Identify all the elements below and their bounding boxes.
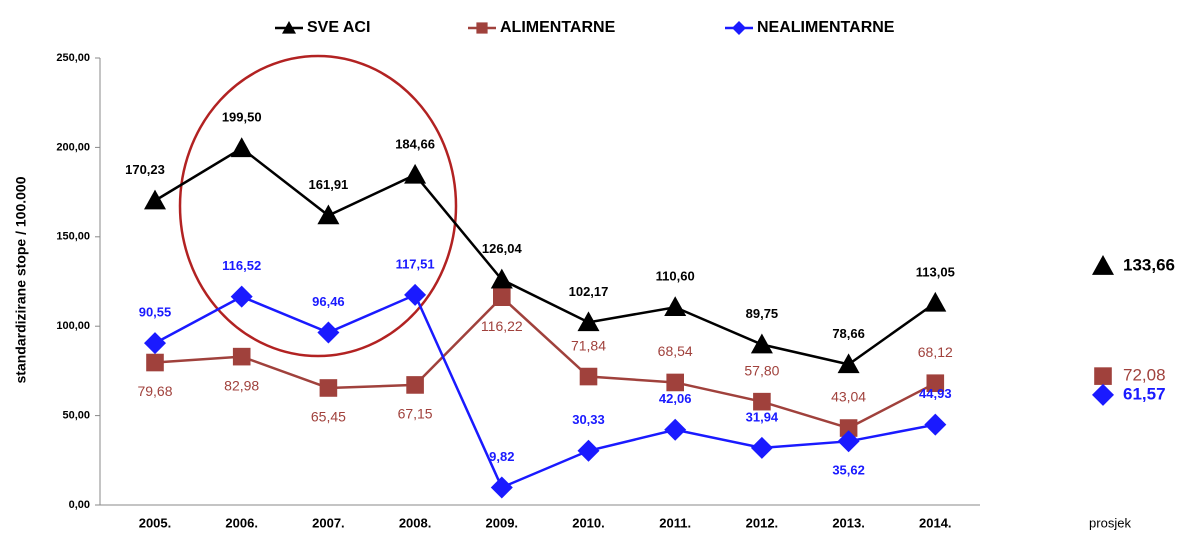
point — [924, 413, 947, 436]
highlight-ellipse — [178, 54, 458, 358]
legend-label: SVE ACI — [307, 19, 370, 36]
point — [926, 374, 945, 393]
data-label: 89,75 — [746, 306, 779, 321]
average-point — [1092, 255, 1114, 275]
average-label: 61,57 — [1123, 384, 1166, 403]
point — [404, 283, 427, 306]
x-tick-label: 2007. — [312, 515, 345, 530]
average-point — [1092, 383, 1114, 406]
point — [664, 418, 687, 441]
y-tick-label: 250,00 — [56, 52, 90, 64]
data-label: 71,84 — [571, 337, 606, 353]
data-label: 184,66 — [395, 136, 435, 151]
point — [666, 373, 684, 392]
data-label: 68,54 — [658, 343, 693, 359]
data-label: 90,55 — [139, 305, 172, 320]
data-label: 199,50 — [222, 110, 262, 125]
x-tick-label: 2008. — [399, 515, 432, 530]
y-tick-label: 150,00 — [56, 231, 90, 243]
data-label: 82,98 — [224, 377, 259, 393]
point — [146, 353, 164, 372]
series-line — [154, 293, 936, 490]
data-label: 117,51 — [396, 256, 435, 271]
average-label: 72,08 — [1123, 366, 1166, 385]
x-tick-label: 2012. — [746, 515, 779, 530]
point — [232, 347, 251, 366]
point — [490, 268, 513, 289]
legend-marker — [732, 21, 746, 35]
x-tick-label: 2010. — [572, 515, 605, 530]
data-label: 65,45 — [311, 409, 346, 425]
data-label: 67,15 — [398, 406, 433, 422]
data-label: 113,05 — [916, 264, 955, 279]
x-tick-label: 2011. — [659, 515, 691, 530]
legend-label: ALIMENTARNE — [500, 19, 616, 36]
data-label: 96,46 — [312, 294, 345, 309]
point — [664, 296, 687, 317]
legend-marker — [476, 22, 488, 34]
data-label: 116,22 — [481, 318, 523, 334]
x-tick-label: 2005. — [139, 515, 172, 530]
data-label: 79,68 — [137, 383, 172, 399]
point — [493, 288, 511, 306]
legend-label: NEALIMENTARNE — [757, 19, 895, 36]
point — [577, 311, 600, 332]
data-label: 126,04 — [482, 241, 523, 256]
point — [230, 137, 253, 158]
x-tick-label: 2009. — [486, 515, 519, 530]
data-label: 44,93 — [919, 386, 952, 401]
data-label: 110,60 — [656, 269, 695, 284]
point — [577, 439, 600, 462]
x-tick-label: 2013. — [832, 515, 865, 530]
x-tick-label: 2006. — [225, 515, 258, 530]
data-label: 9,82 — [489, 449, 514, 464]
point — [317, 321, 340, 344]
point — [837, 430, 860, 453]
point — [490, 476, 513, 499]
data-label: 42,06 — [659, 391, 692, 406]
series-line — [154, 295, 936, 430]
series-line — [154, 146, 937, 366]
legend-marker — [282, 21, 296, 34]
y-tick-label: 200,00 — [56, 141, 90, 153]
data-label: 68,12 — [918, 344, 953, 360]
data-label: 116,52 — [222, 258, 261, 273]
point — [750, 436, 773, 459]
data-label: 170,23 — [125, 162, 165, 177]
x-tick-label: 2014. — [919, 515, 952, 530]
data-label: 57,80 — [744, 362, 779, 378]
average-label: 133,66 — [1123, 256, 1175, 275]
point — [750, 333, 773, 354]
point — [406, 376, 424, 394]
point — [230, 285, 253, 308]
point — [319, 379, 338, 397]
y-tick-label: 100,00 — [56, 320, 90, 332]
y-axis-label: standardizirane stope / 100.000 — [13, 176, 29, 383]
point — [404, 163, 427, 184]
data-label: 30,33 — [572, 412, 605, 427]
point — [924, 291, 947, 312]
y-tick-label: 0,00 — [69, 499, 90, 511]
data-label: 161,91 — [309, 177, 349, 192]
data-label: 78,66 — [832, 326, 865, 341]
x-tick-label: prosjek — [1089, 515, 1131, 530]
data-label: 43,04 — [831, 389, 866, 405]
point — [839, 419, 858, 437]
point — [837, 353, 860, 374]
data-label: 31,94 — [746, 409, 779, 424]
point — [579, 367, 598, 386]
point — [753, 392, 771, 411]
average-point — [1094, 367, 1112, 385]
point — [317, 204, 340, 225]
data-label: 102,17 — [569, 284, 609, 299]
point — [144, 189, 166, 210]
y-tick-label: 50,00 — [62, 410, 90, 422]
data-label: 35,62 — [832, 463, 865, 478]
point — [144, 332, 166, 355]
